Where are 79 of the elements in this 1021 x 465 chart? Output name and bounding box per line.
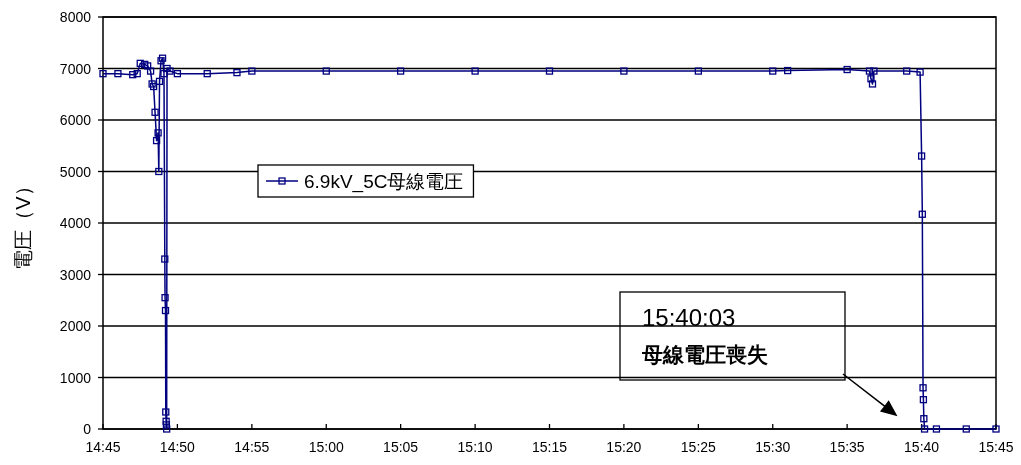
- point: [917, 152, 926, 160]
- point: [151, 108, 159, 116]
- annotation: 15:40:03 母線電圧喪失: [641, 304, 768, 366]
- y-axis-title: 電圧（V）: [12, 176, 34, 270]
- point: [396, 67, 405, 75]
- x-tick-label: 15:40: [904, 439, 940, 455]
- point: [157, 57, 165, 65]
- x-tick-label: 14:50: [159, 439, 196, 455]
- point: [163, 425, 171, 433]
- point: [233, 68, 241, 77]
- point: [769, 67, 777, 75]
- point: [867, 75, 875, 83]
- y-tick-label: 3000: [59, 266, 92, 283]
- point: [471, 67, 479, 75]
- point: [920, 425, 929, 433]
- point: [114, 70, 122, 78]
- point: [146, 67, 155, 75]
- x-tick-label: 15:35: [829, 439, 865, 455]
- legend: 6.9kV_5C母線電圧: [257, 164, 475, 198]
- point: [166, 67, 174, 75]
- point: [161, 255, 169, 263]
- x-tick-label: 15:45: [978, 439, 1014, 455]
- point: [918, 210, 926, 218]
- point: [149, 82, 158, 91]
- point: [161, 294, 169, 302]
- point: [162, 408, 170, 416]
- point: [694, 67, 703, 75]
- point: [916, 68, 924, 76]
- x-tick-label: 15:30: [755, 439, 791, 455]
- point: [141, 60, 149, 69]
- point: [903, 67, 911, 75]
- point: [203, 70, 211, 78]
- point: [173, 70, 182, 78]
- point: [154, 129, 162, 137]
- point: [865, 67, 874, 75]
- point: [248, 67, 256, 75]
- point: [144, 62, 152, 70]
- point: [322, 67, 330, 75]
- point: [868, 80, 877, 88]
- point: [843, 65, 851, 74]
- point: [136, 59, 144, 67]
- point: [158, 54, 167, 62]
- x-tick-label: 15:15: [531, 439, 568, 455]
- y-tick-label: 8000: [59, 9, 92, 25]
- x-tick-label: 15:05: [383, 439, 419, 455]
- point: [620, 67, 628, 75]
- point: [163, 64, 171, 73]
- x-tick-label: 15:20: [606, 439, 642, 455]
- y-tick-label: 0: [83, 421, 92, 437]
- y-tick-label: 4000: [59, 215, 92, 231]
- point: [919, 384, 927, 392]
- legend-label: 6.9kV_5C母線電圧: [304, 171, 464, 193]
- point: [152, 136, 161, 145]
- point: [932, 425, 941, 433]
- point: [545, 67, 554, 75]
- y-tick-label: 5000: [59, 163, 92, 180]
- y-tick-label: 6000: [59, 112, 92, 128]
- point: [784, 66, 792, 75]
- point: [919, 396, 928, 404]
- x-tick-label: 15:00: [308, 439, 344, 455]
- point: [870, 67, 878, 75]
- point: [129, 71, 137, 79]
- x-tick-label: 14:55: [234, 439, 270, 455]
- y-tick-label: 2000: [59, 318, 92, 334]
- point: [161, 306, 170, 315]
- x-tick-label: 15:10: [457, 439, 493, 455]
- point: [962, 425, 970, 433]
- point: [148, 80, 156, 88]
- x-tick-label: 15:25: [680, 439, 717, 455]
- x-tick-label: 14:45: [85, 439, 121, 455]
- point: [160, 70, 168, 78]
- point: [162, 417, 170, 425]
- point: [920, 415, 928, 423]
- y-tick-label: 7000: [59, 60, 92, 77]
- y-tick-label: 1000: [59, 369, 92, 386]
- point: [162, 421, 171, 429]
- point: [133, 70, 141, 78]
- point: [155, 77, 164, 86]
- point: [155, 167, 163, 176]
